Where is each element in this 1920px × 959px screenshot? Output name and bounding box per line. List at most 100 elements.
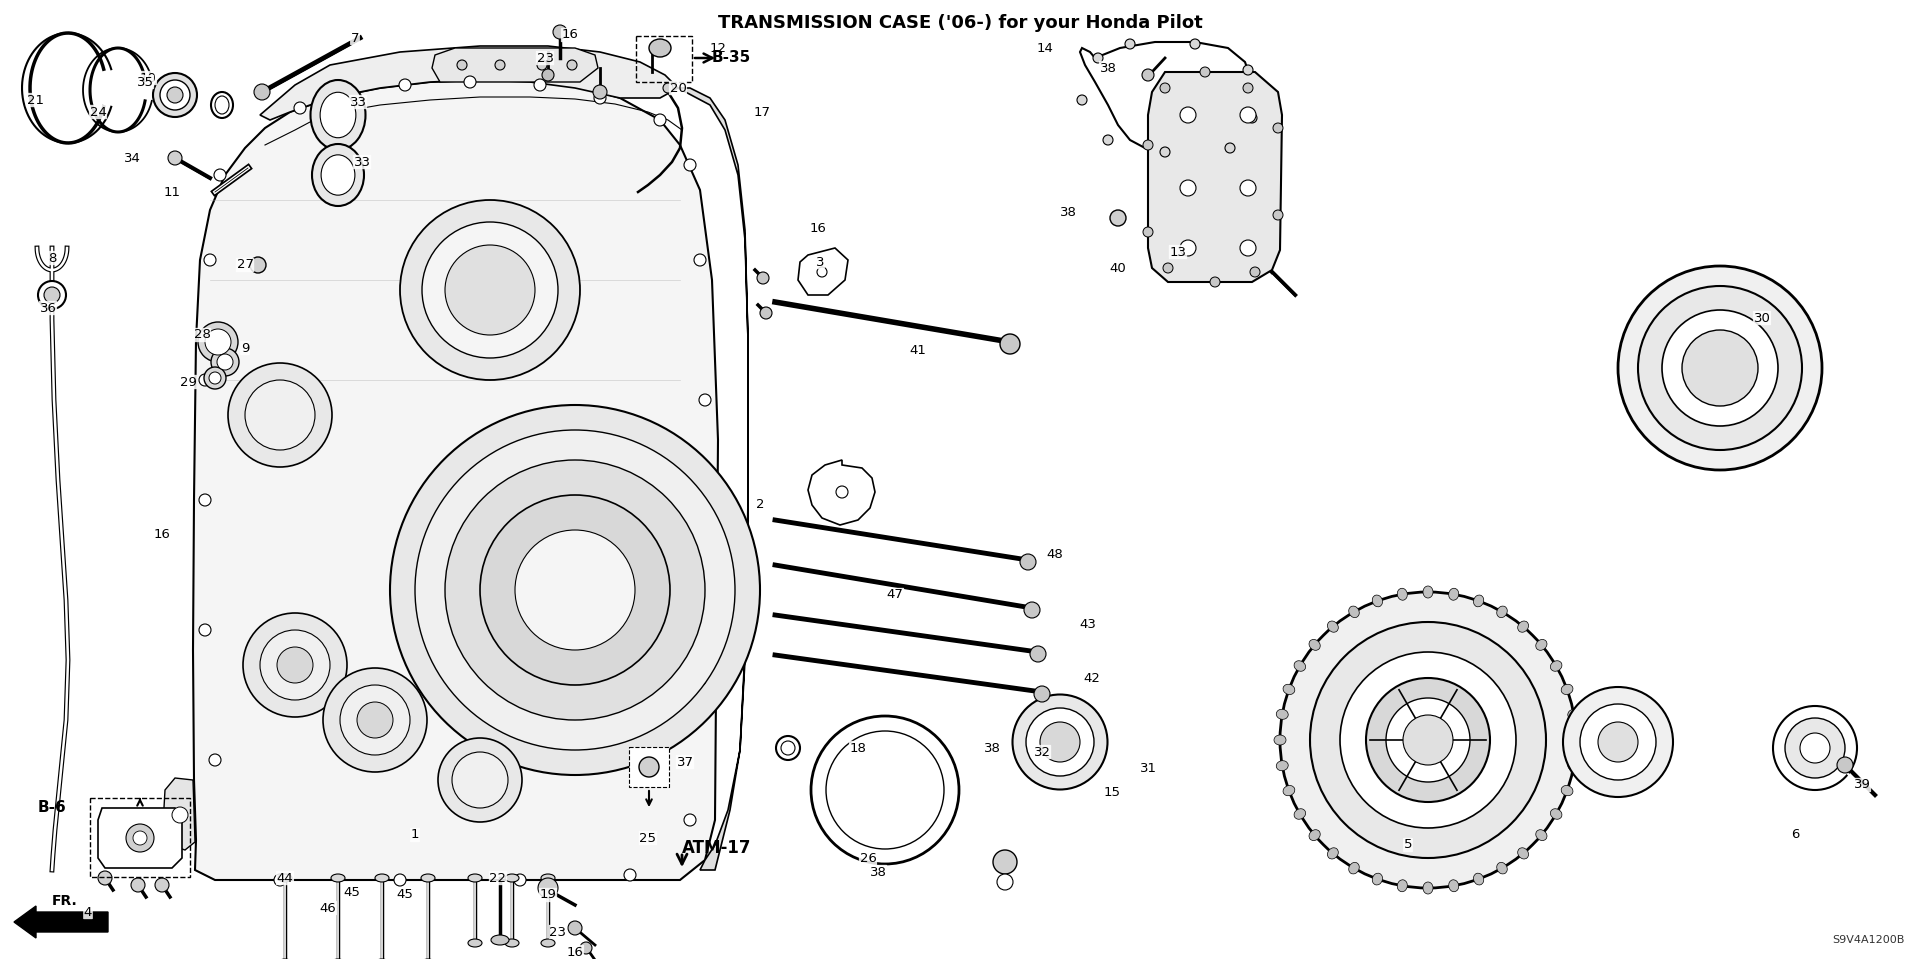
Text: 16: 16 <box>154 528 171 542</box>
Ellipse shape <box>244 613 348 717</box>
Circle shape <box>1682 330 1759 406</box>
Circle shape <box>1365 678 1490 802</box>
Text: ATM-17: ATM-17 <box>682 839 751 857</box>
Circle shape <box>996 874 1014 890</box>
Circle shape <box>1029 646 1046 662</box>
Ellipse shape <box>211 92 232 118</box>
Text: 40: 40 <box>1110 262 1127 274</box>
Text: 13: 13 <box>1169 246 1187 259</box>
Circle shape <box>1142 140 1154 150</box>
Polygon shape <box>799 248 849 295</box>
Text: 33: 33 <box>353 155 371 169</box>
Circle shape <box>568 921 582 935</box>
Circle shape <box>209 754 221 766</box>
Ellipse shape <box>1373 595 1382 607</box>
Ellipse shape <box>1423 882 1432 894</box>
Circle shape <box>699 534 710 546</box>
Ellipse shape <box>649 39 670 57</box>
Text: 31: 31 <box>1139 761 1156 775</box>
Circle shape <box>1181 240 1196 256</box>
Ellipse shape <box>810 716 958 864</box>
Text: 46: 46 <box>319 901 336 915</box>
Ellipse shape <box>340 685 411 755</box>
Ellipse shape <box>505 939 518 947</box>
Text: 6: 6 <box>1791 829 1799 841</box>
Text: 10: 10 <box>140 72 156 84</box>
Ellipse shape <box>415 430 735 750</box>
Circle shape <box>534 79 545 91</box>
Ellipse shape <box>323 668 426 772</box>
Ellipse shape <box>154 73 198 117</box>
Text: 45: 45 <box>397 888 413 901</box>
Circle shape <box>1035 686 1050 702</box>
Text: 1: 1 <box>411 829 419 841</box>
Circle shape <box>776 736 801 760</box>
Circle shape <box>132 831 148 845</box>
Ellipse shape <box>1498 606 1507 618</box>
Ellipse shape <box>1283 685 1294 694</box>
Circle shape <box>275 874 286 886</box>
Circle shape <box>639 757 659 777</box>
Text: 42: 42 <box>1083 671 1100 685</box>
Ellipse shape <box>1473 874 1484 885</box>
Ellipse shape <box>167 87 182 103</box>
Text: 39: 39 <box>1853 779 1870 791</box>
Circle shape <box>538 60 547 70</box>
Circle shape <box>1240 107 1256 123</box>
Ellipse shape <box>1025 708 1094 776</box>
Text: 5: 5 <box>1404 838 1413 852</box>
Text: 9: 9 <box>240 341 250 355</box>
Circle shape <box>1309 622 1546 858</box>
Ellipse shape <box>246 380 315 450</box>
Ellipse shape <box>468 939 482 947</box>
Circle shape <box>44 287 60 303</box>
Circle shape <box>781 741 795 755</box>
Ellipse shape <box>1398 879 1407 892</box>
Text: 41: 41 <box>910 343 927 357</box>
Text: 17: 17 <box>753 105 770 119</box>
Circle shape <box>1000 334 1020 354</box>
Circle shape <box>1077 95 1087 105</box>
Circle shape <box>495 60 505 70</box>
Text: 12: 12 <box>710 41 726 55</box>
Ellipse shape <box>1348 862 1359 874</box>
Text: 44: 44 <box>276 872 294 884</box>
Ellipse shape <box>276 647 313 683</box>
Circle shape <box>541 69 555 81</box>
Ellipse shape <box>1283 785 1294 796</box>
Circle shape <box>1281 592 1576 888</box>
Ellipse shape <box>311 144 365 206</box>
Ellipse shape <box>1041 722 1079 762</box>
Ellipse shape <box>390 405 760 775</box>
Circle shape <box>818 267 828 277</box>
Circle shape <box>38 281 65 309</box>
Circle shape <box>1200 67 1210 77</box>
Text: 47: 47 <box>887 589 904 601</box>
Circle shape <box>538 878 559 898</box>
Circle shape <box>699 394 710 406</box>
Ellipse shape <box>1348 606 1359 618</box>
Circle shape <box>1181 180 1196 196</box>
Polygon shape <box>432 48 597 82</box>
Text: 36: 36 <box>40 301 56 315</box>
Circle shape <box>465 76 476 88</box>
Ellipse shape <box>505 874 518 882</box>
Circle shape <box>1638 286 1803 450</box>
Circle shape <box>1404 715 1453 765</box>
Circle shape <box>1273 210 1283 220</box>
Ellipse shape <box>1551 808 1563 819</box>
Ellipse shape <box>1294 661 1306 671</box>
Ellipse shape <box>1517 848 1528 859</box>
Circle shape <box>131 878 146 892</box>
Ellipse shape <box>1551 661 1563 671</box>
Circle shape <box>1580 704 1655 780</box>
Text: 2: 2 <box>756 499 764 511</box>
Circle shape <box>1190 39 1200 49</box>
Ellipse shape <box>215 96 228 114</box>
Text: 11: 11 <box>163 185 180 199</box>
Ellipse shape <box>1327 621 1338 632</box>
Ellipse shape <box>541 874 555 882</box>
Circle shape <box>1164 263 1173 273</box>
Text: 35: 35 <box>136 76 154 88</box>
Ellipse shape <box>451 752 509 808</box>
